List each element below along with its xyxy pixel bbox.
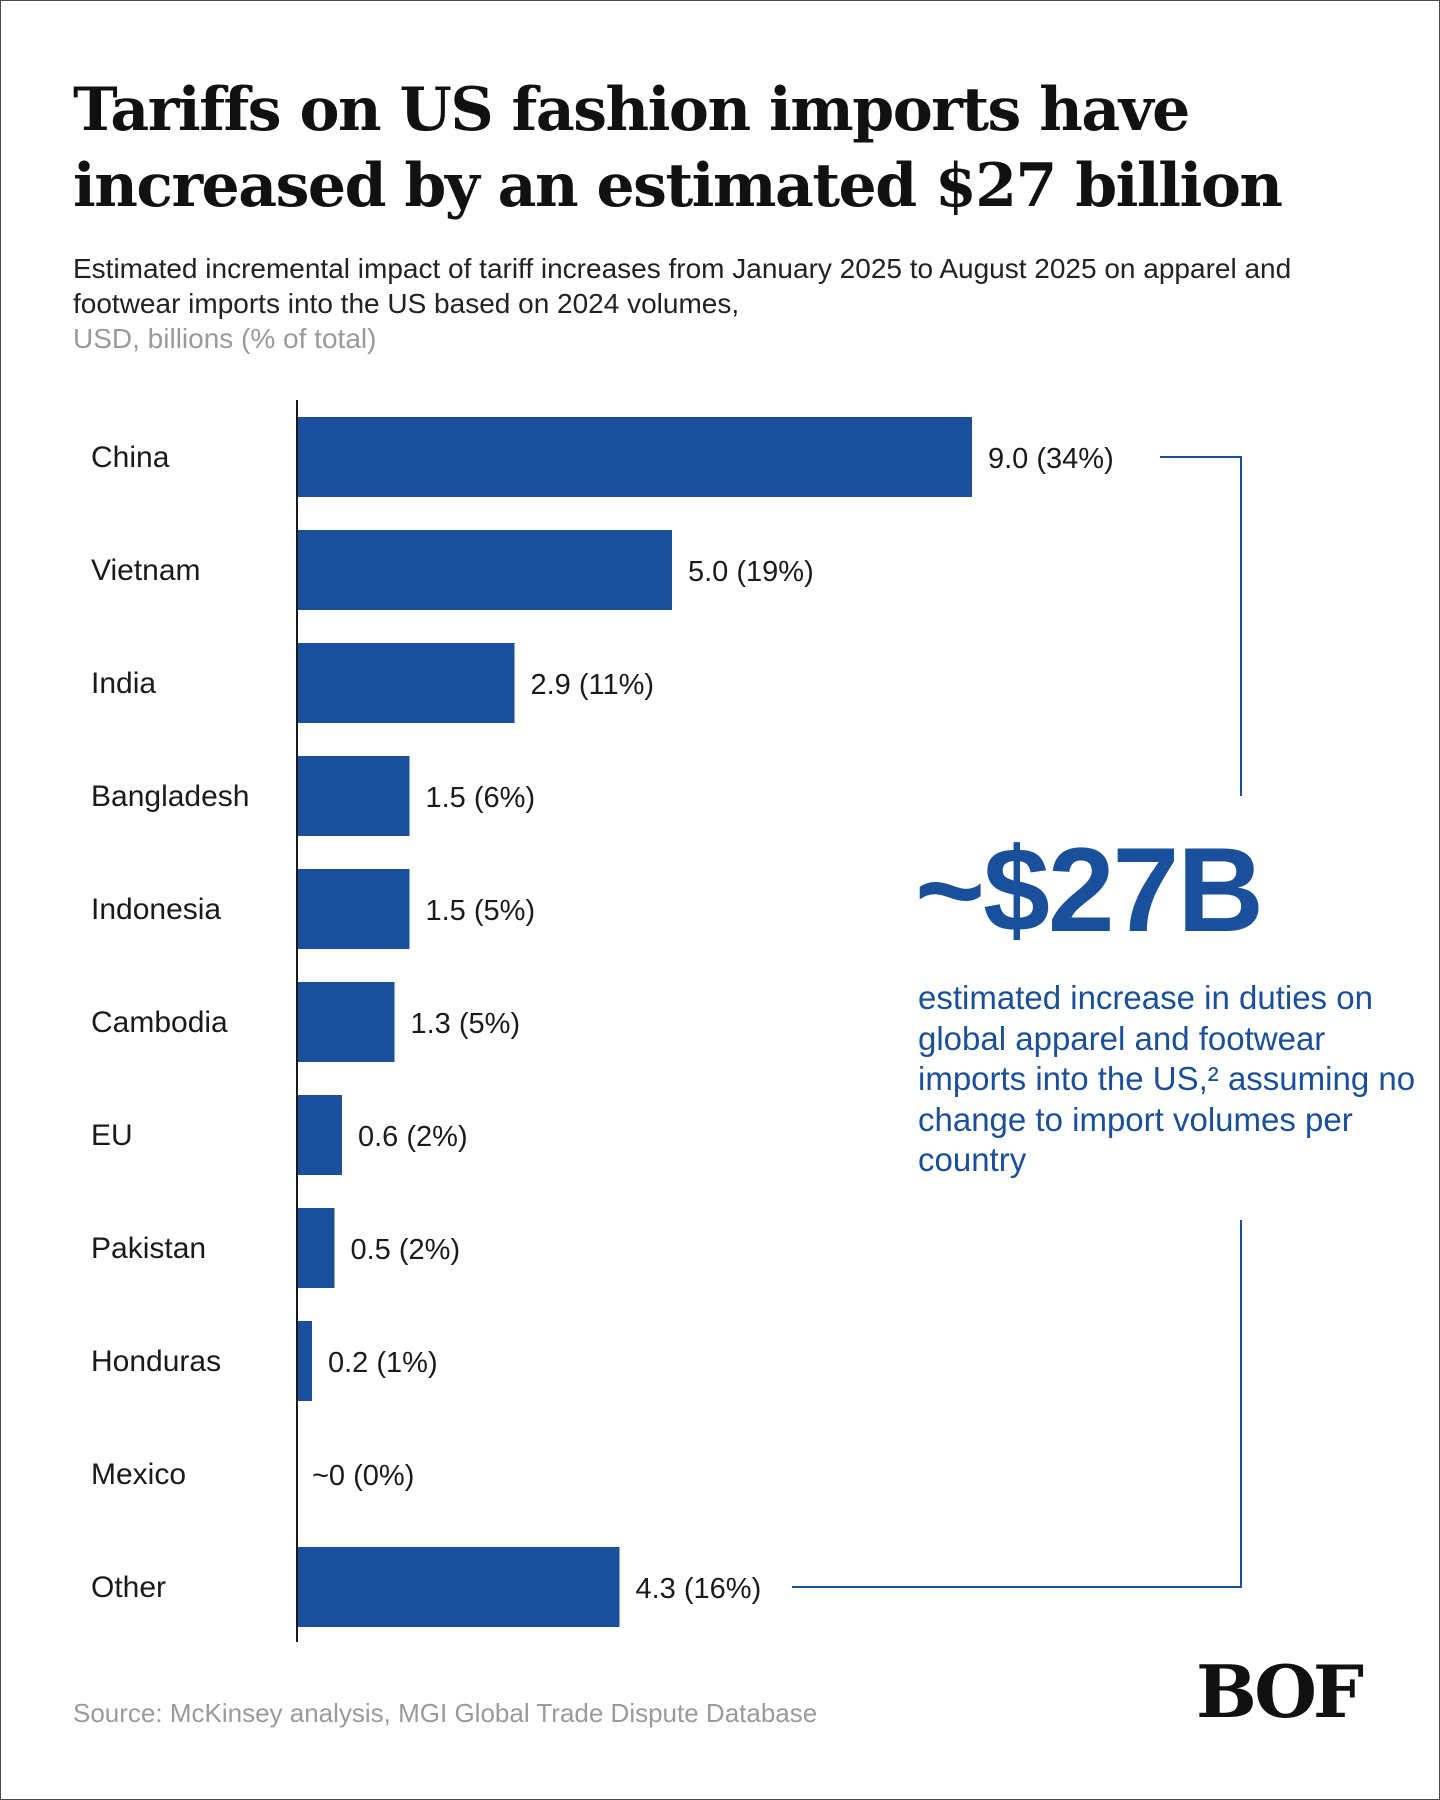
data-label: 0.2 (1%) (328, 1347, 438, 1379)
data-label: 9.0 (34%) (988, 443, 1114, 475)
bar (297, 1547, 620, 1627)
bar (297, 1095, 342, 1175)
data-label: 1.5 (6%) (426, 782, 536, 814)
chart-subtitle: Estimated incremental impact of tariff i… (73, 253, 1292, 319)
bar-chart: China 9.0 (34%) Vietnam 5.0 (19%) India 2.9 (… (91, 400, 1242, 1642)
category-label: Other (91, 1571, 166, 1604)
data-label: 1.5 (5%) (426, 895, 536, 927)
category-label: Honduras (91, 1345, 221, 1378)
data-label: ~0 (0%) (312, 1460, 414, 1492)
category-label: Mexico (91, 1458, 186, 1491)
category-label: Bangladesh (91, 780, 249, 813)
bar (297, 1208, 335, 1288)
category-label: China (91, 441, 170, 474)
chart-title: Tariffs on US fashion imports have incre… (73, 75, 1283, 221)
bar (297, 756, 410, 836)
bar (297, 982, 395, 1062)
bracket-top-line (1160, 456, 1242, 796)
bar (297, 1321, 312, 1401)
callout-description: estimated increase in duties on global a… (918, 979, 1416, 1178)
category-label: EU (91, 1119, 133, 1152)
data-label: 1.3 (5%) (411, 1008, 521, 1040)
category-label: India (91, 667, 156, 700)
bar (297, 530, 672, 610)
category-label: Pakistan (91, 1232, 206, 1265)
category-label: Vietnam (91, 554, 201, 587)
category-label: Indonesia (91, 893, 221, 926)
callout-total-value: ~$27B (915, 823, 1264, 957)
bracket-bottom-line (792, 1220, 1242, 1588)
data-label: 0.5 (2%) (351, 1234, 461, 1266)
category-label: Cambodia (91, 1006, 228, 1039)
data-label: 0.6 (2%) (358, 1121, 468, 1153)
bof-logo: BOF (1196, 1649, 1364, 1734)
units-label: USD, billions (% of total) (73, 323, 377, 354)
data-label: 5.0 (19%) (688, 556, 814, 588)
source-note: Source: McKinsey analysis, MGI Global Tr… (73, 1698, 818, 1728)
data-label: 4.3 (16%) (636, 1573, 762, 1605)
bar (297, 643, 515, 723)
bar (297, 417, 972, 497)
bar (297, 869, 410, 949)
data-label: 2.9 (11%) (531, 669, 655, 701)
